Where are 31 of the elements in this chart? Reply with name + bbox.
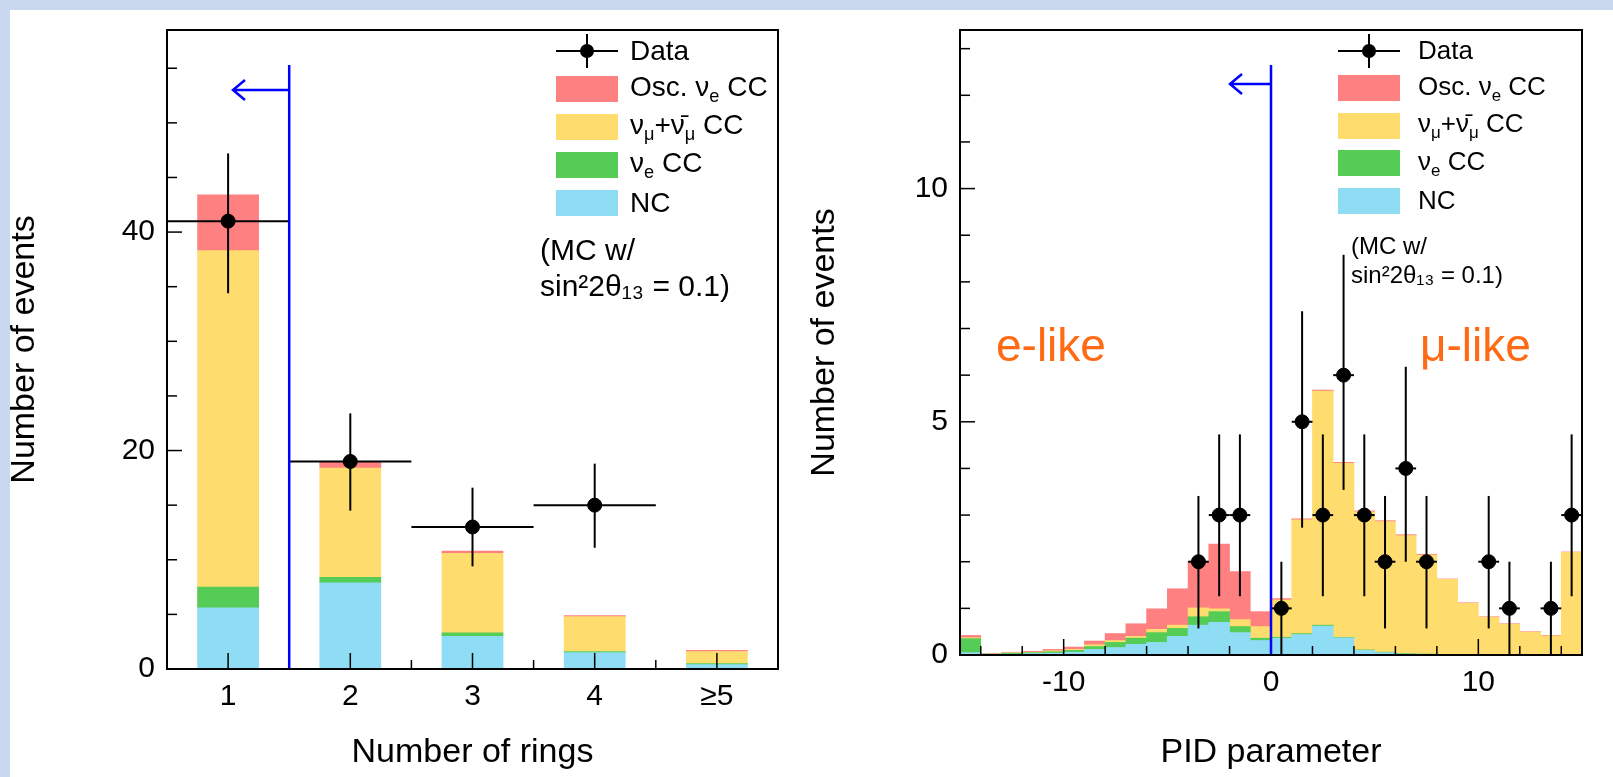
y-tick-label: 10	[914, 169, 948, 203]
x-tick-label: 0	[1262, 664, 1280, 698]
x-tick-label: 10	[1461, 664, 1496, 698]
x-tick-label: 1	[219, 678, 237, 712]
x-axis-title: Number of rings	[351, 730, 594, 769]
annotation: (MC w/ sin²2θ₁₃ = 0.1)	[1351, 232, 1504, 290]
legend-label: ν$_{μ}$+ν̄$_{μ}$ CC	[630, 108, 744, 146]
legend-label: NC	[1418, 185, 1456, 217]
x-tick-label: 4	[586, 678, 604, 712]
x-tick-label: 3	[464, 678, 481, 712]
legend-label: ν$_{μ}$+ν̄$_{μ}$ CC	[1418, 108, 1524, 144]
y-axis-title: Number of events	[2, 215, 41, 484]
y-axis-title: Number of events	[802, 208, 841, 477]
x-tick-label: 2	[341, 678, 359, 712]
x-axis-title: PID parameter	[1160, 730, 1382, 769]
annotation: (MC w/ sin²2θ₁₃ = 0.1)	[540, 232, 731, 304]
y-tick-label: 20	[121, 431, 155, 465]
legend-label: Osc. ν$_{e}$ CC	[1418, 70, 1546, 106]
legend-label: ν$_{e}$ CC	[630, 146, 703, 184]
annotation: μ-like	[1420, 318, 1531, 373]
legend-label: NC	[630, 187, 671, 219]
y-tick-label: 5	[931, 403, 948, 437]
legend-label: Data	[630, 35, 690, 67]
y-tick-label: 40	[121, 213, 155, 247]
legend-label: ν$_{e}$ CC	[1418, 145, 1486, 181]
legend-label: Osc. ν$_{e}$ CC	[630, 70, 768, 108]
x-tick-label: ≥5	[700, 678, 734, 712]
x-tick-label: -10	[1041, 664, 1086, 698]
y-tick-label: 0	[931, 636, 948, 670]
legend-label: Data	[1418, 35, 1473, 67]
annotation: e-like	[996, 318, 1106, 373]
